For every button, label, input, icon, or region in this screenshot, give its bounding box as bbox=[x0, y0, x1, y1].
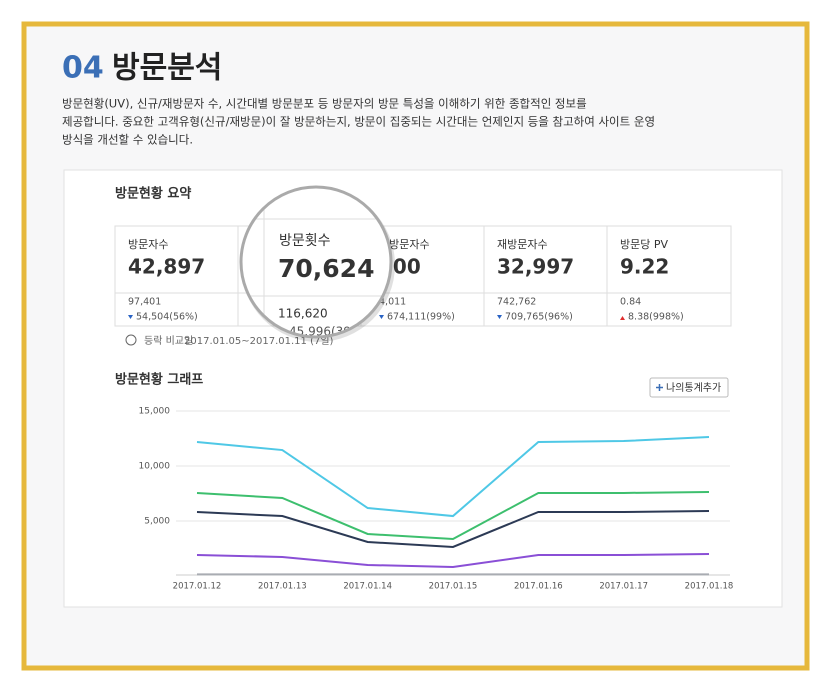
y-tick-label: 5,000 bbox=[144, 517, 170, 527]
section-number: 04 bbox=[62, 51, 104, 86]
magnifier-value: 70,624 bbox=[278, 254, 374, 283]
note-label: 등락 비교일 bbox=[144, 335, 193, 347]
magnifier-bg bbox=[242, 188, 390, 336]
card-label: 규방문자수 bbox=[379, 238, 430, 251]
card-value: 9.22 bbox=[620, 255, 669, 279]
x-tick-label: 2017.01.12 bbox=[173, 582, 222, 592]
series-line bbox=[196, 435, 710, 518]
plus-icon bbox=[656, 384, 663, 391]
x-tick-label: 2017.01.18 bbox=[685, 582, 734, 592]
card-label: 방문당 PV bbox=[620, 238, 668, 251]
description: 방식을 개선할 수 있습니다. bbox=[62, 133, 193, 147]
x-tick-label: 2017.01.14 bbox=[343, 582, 392, 592]
description: 방문현황(UV), 신규/재방문자 수, 시간대별 방문분포 등 방문자의 방문… bbox=[62, 97, 587, 111]
note-period: 2017.01.05~2017.01.11 (7일) bbox=[184, 335, 334, 347]
section-title: 방문분석 bbox=[112, 51, 222, 86]
button-box[interactable] bbox=[649, 377, 729, 398]
card-row bbox=[114, 225, 732, 327]
y-tick-label: 15,000 bbox=[139, 407, 171, 417]
magnifier-change: 45,996(39%) bbox=[289, 325, 367, 339]
series-line bbox=[196, 553, 710, 568]
card-prev: 97,401 bbox=[128, 297, 161, 308]
card-prev: 0.84 bbox=[620, 297, 641, 308]
description: 제공합니다. 중요한 고객유형(신규/재방문)이 잘 방문하는지, 방문이 집중… bbox=[62, 115, 655, 129]
card-change: 674,111(99%) bbox=[387, 312, 455, 323]
change-arrow bbox=[128, 315, 133, 319]
card-value: 32,997 bbox=[497, 255, 574, 279]
card-prev: 4,011 bbox=[379, 297, 406, 308]
magnifier-prev: 116,620 bbox=[278, 307, 328, 321]
graph-title: 방문현황 그래프 bbox=[115, 372, 203, 388]
magnifier: 방문횟수 70,624 116,620 45,996(39%) bbox=[242, 188, 390, 339]
card-change: 709,765(96%) bbox=[505, 312, 573, 323]
series-line bbox=[196, 490, 710, 541]
card-prev: 742,762 bbox=[497, 297, 536, 308]
change-arrow bbox=[620, 316, 625, 320]
magnifier-label: 방문횟수 bbox=[279, 233, 331, 249]
card-value: 42,897 bbox=[128, 255, 205, 279]
series-line bbox=[196, 509, 710, 548]
x-tick-label: 2017.01.13 bbox=[258, 582, 307, 592]
card-change: 54,504(56%) bbox=[136, 312, 198, 323]
card-label: 방문자수 bbox=[128, 238, 168, 251]
info-icon bbox=[125, 334, 137, 346]
add-button[interactable]: 나의통계추가 bbox=[649, 377, 729, 398]
change-arrow bbox=[379, 315, 384, 319]
x-tick-label: 2017.01.16 bbox=[514, 582, 563, 592]
button-label[interactable]: 나의통계추가 bbox=[666, 382, 721, 394]
card-label: 재방문자수 bbox=[497, 238, 548, 251]
card-change: 8.38(998%) bbox=[628, 312, 684, 323]
x-tick-label: 2017.01.17 bbox=[599, 582, 648, 592]
change-arrow bbox=[497, 315, 502, 319]
x-tick-label: 2017.01.15 bbox=[429, 582, 478, 592]
y-tick-label: 10,000 bbox=[139, 462, 171, 472]
magnifier-ring bbox=[239, 185, 393, 339]
summary-title: 방문현황 요약 bbox=[115, 186, 191, 202]
